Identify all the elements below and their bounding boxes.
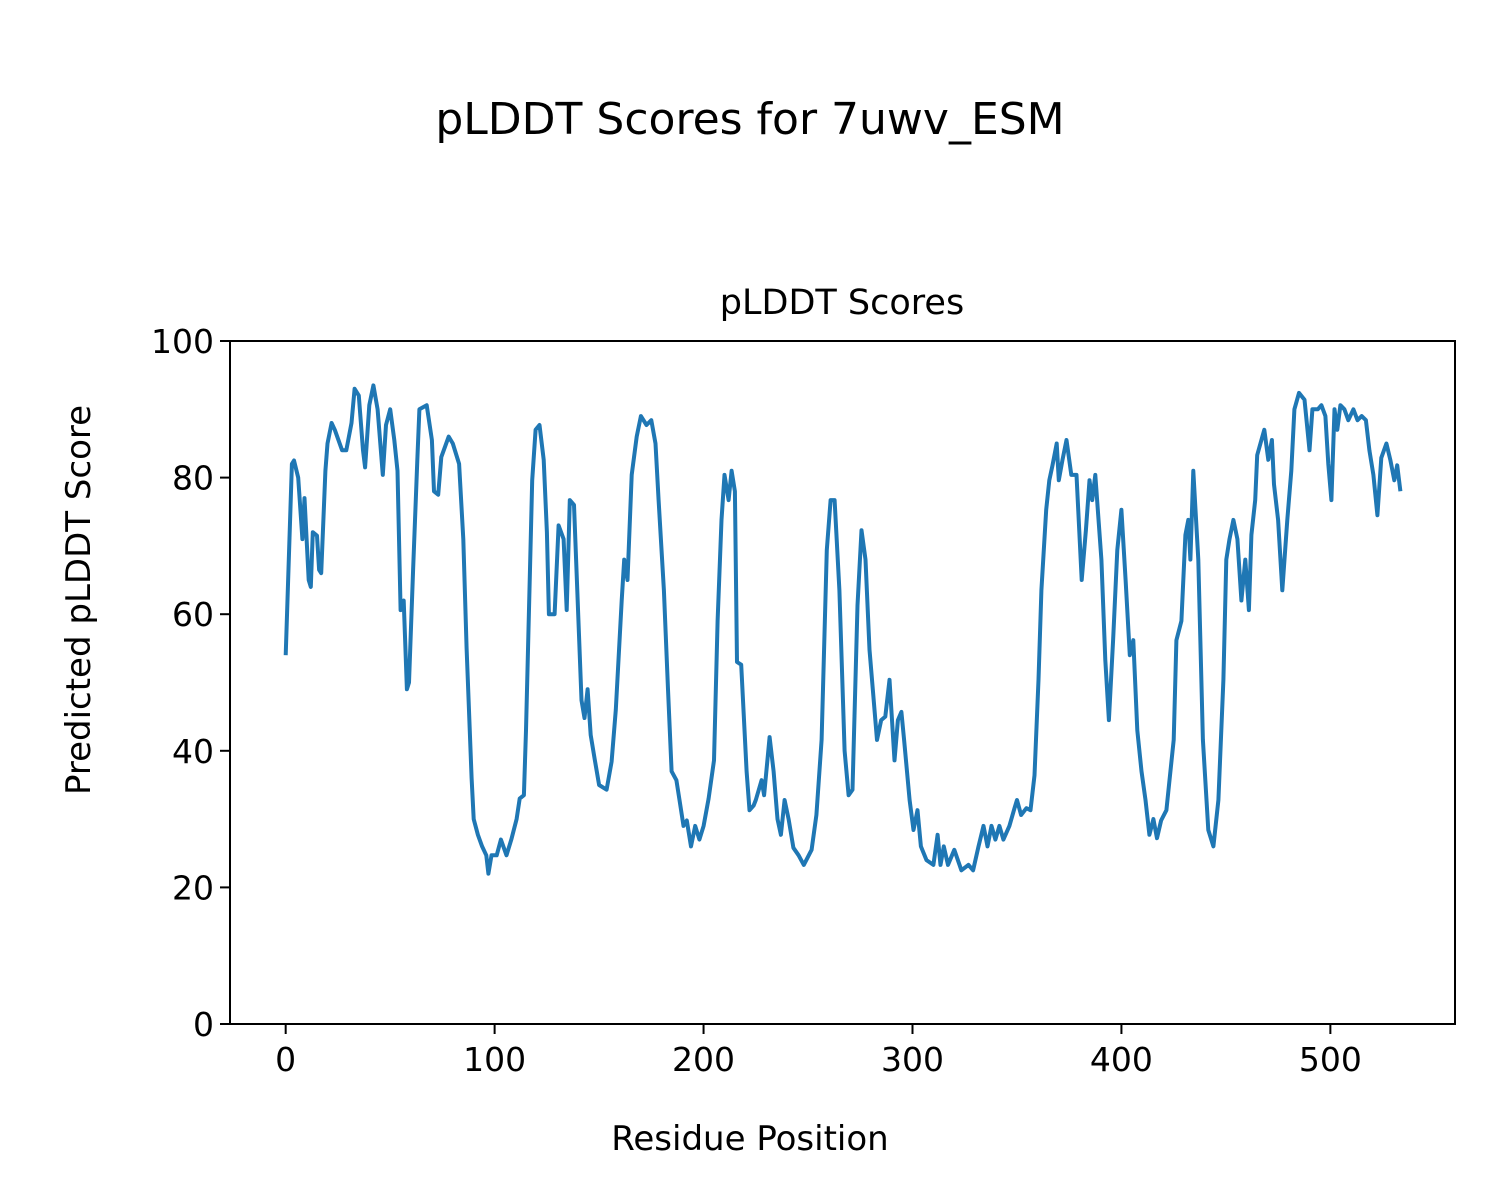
x-axis-label: Residue Position [611,1119,888,1159]
x-tick-label: 500 [1299,1040,1362,1079]
series-line-plddt [283,383,1403,876]
y-tick-label: 100 [151,322,214,361]
x-tick-label: 0 [275,1040,296,1079]
x-tick-label: 300 [881,1040,944,1079]
y-axis-ticks: 0 20 40 60 80 100 [151,322,230,1044]
x-tick-label: 100 [463,1040,526,1079]
y-axis-label: Predicted pLDDT Score [59,405,99,795]
axes-frame [229,340,1456,1025]
x-tick-label: 200 [672,1040,735,1079]
y-tick-label: 80 [172,459,214,498]
y-tick-label: 40 [172,732,214,771]
x-tick-label: 400 [1090,1040,1153,1079]
y-tick-label: 60 [172,595,214,634]
chart-title: pLDDT Scores [720,283,964,323]
figure-title: pLDDT Scores for 7uwv_ESM [435,94,1064,145]
x-axis-ticks: 0 100 200 300 400 500 [275,1024,1362,1079]
y-tick-label: 20 [172,868,214,907]
plot-area [283,383,1403,876]
y-tick-label: 0 [193,1005,214,1044]
